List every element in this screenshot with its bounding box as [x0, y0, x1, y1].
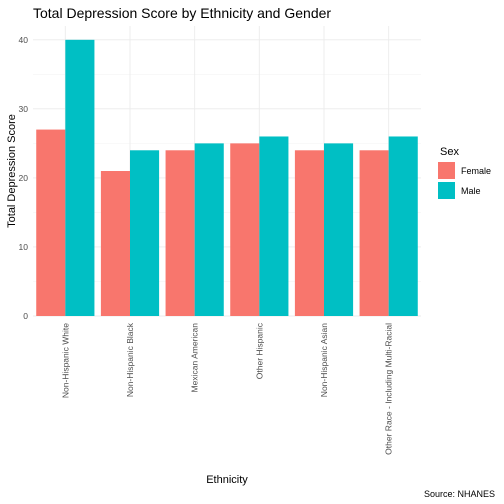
bar-female — [359, 150, 389, 316]
x-tick-label: Other Hispanic — [254, 322, 264, 379]
x-axis-title: Ethnicity — [206, 474, 248, 486]
y-axis-title: Total Depression Score — [6, 114, 18, 228]
bar-male — [259, 136, 289, 316]
chart-title: Total Depression Score by Ethnicity and … — [33, 5, 331, 21]
bar-female — [230, 143, 260, 316]
y-tick-label: 0 — [23, 311, 28, 321]
bar-male — [194, 143, 224, 316]
bar-female — [165, 150, 195, 316]
legend-title: Sex — [440, 146, 459, 158]
legend-key-male — [438, 182, 455, 199]
y-tick-label: 10 — [19, 242, 29, 252]
bar-male — [130, 150, 160, 316]
x-tick-label: Non-Hispanic Black — [125, 322, 135, 397]
y-tick-label: 30 — [19, 104, 29, 114]
bar-male — [388, 136, 418, 316]
x-tick-label: Mexican American — [190, 323, 200, 393]
bars — [36, 39, 418, 317]
legend: Sex Female Male — [438, 146, 491, 199]
legend-key-female — [438, 162, 455, 179]
y-axis-ticks: 0 10 20 30 40 — [19, 35, 29, 321]
legend-label-male: Male — [461, 186, 481, 196]
bar-female — [294, 150, 324, 316]
bar-female — [36, 129, 66, 316]
x-tick-label: Other Race - Including Multi-Racial — [384, 323, 394, 455]
bar-male — [324, 143, 354, 316]
x-tick-label: Non-Hispanic Asian — [319, 323, 329, 397]
legend-label-female: Female — [461, 166, 491, 176]
source-caption: Source: NHANES — [424, 489, 495, 499]
x-axis-ticks: Non-Hispanic White Non-Hispanic Black Mexi… — [60, 322, 393, 455]
bar-female — [100, 171, 130, 316]
y-tick-label: 20 — [19, 173, 29, 183]
x-tick-label: Non-Hispanic White — [60, 323, 70, 398]
bar-male — [65, 39, 95, 317]
y-tick-label: 40 — [19, 35, 29, 45]
